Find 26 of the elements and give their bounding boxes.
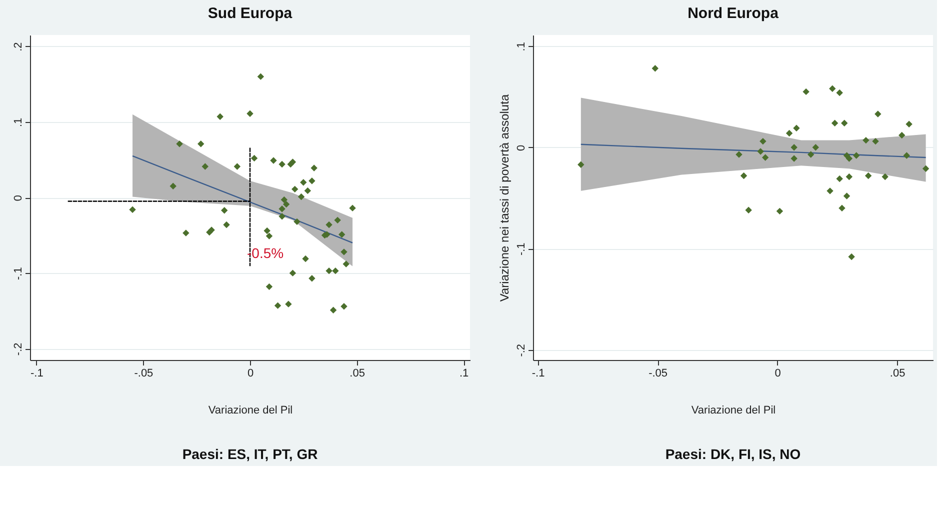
y-tick-label: -.2: [12, 342, 24, 356]
x-axis-title: Variazione del Pil: [691, 404, 776, 416]
y-axis-title: Variazione nei tassi di povertà assoluta: [498, 94, 512, 302]
y-tick-label: .2: [12, 42, 24, 52]
x-tick-label: 0: [247, 368, 254, 380]
text: Paesi: ES, IT, PT, GR: [182, 446, 318, 462]
x-tick-label: -.1: [532, 368, 545, 380]
x-tick-label: .05: [890, 368, 906, 380]
y-tick-label: .1: [12, 118, 24, 128]
chart-title: Sud Europa: [208, 5, 293, 22]
x-tick-label: .05: [350, 368, 365, 380]
x-tick-label: 0: [774, 368, 781, 380]
y-tick-label: -.1: [516, 242, 528, 256]
x-tick-label: -.1: [30, 368, 44, 380]
y-tick-label: .1: [516, 42, 528, 52]
x-axis-title: Variazione del Pil: [208, 404, 293, 416]
chart-title: Nord Europa: [688, 5, 780, 22]
text: Paesi: DK, FI, IS, NO: [665, 446, 801, 462]
x-tick-label: .1: [460, 368, 469, 380]
y-tick-label: -.2: [516, 344, 528, 357]
x-tick-label: -.05: [134, 368, 154, 380]
annotation: -0.5%: [247, 245, 284, 262]
x-tick-label: -.05: [648, 368, 668, 380]
y-tick-label: -.1: [12, 267, 24, 280]
y-tick-label: 0: [12, 194, 24, 202]
y-tick-label: 0: [516, 144, 528, 151]
